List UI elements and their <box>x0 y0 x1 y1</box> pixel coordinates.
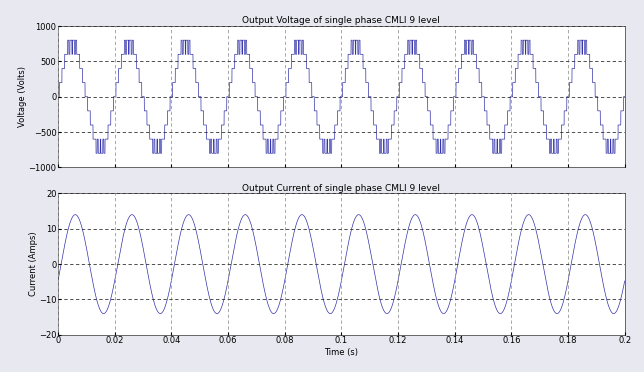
Y-axis label: Current (Amps): Current (Amps) <box>29 232 38 296</box>
Title: Output Voltage of single phase CMLI 9 level: Output Voltage of single phase CMLI 9 le… <box>242 16 440 25</box>
X-axis label: Time (s): Time (s) <box>325 348 358 357</box>
Title: Output Current of single phase CMLI 9 level: Output Current of single phase CMLI 9 le… <box>242 184 440 193</box>
Y-axis label: Voltage (Volts): Voltage (Volts) <box>18 66 27 127</box>
